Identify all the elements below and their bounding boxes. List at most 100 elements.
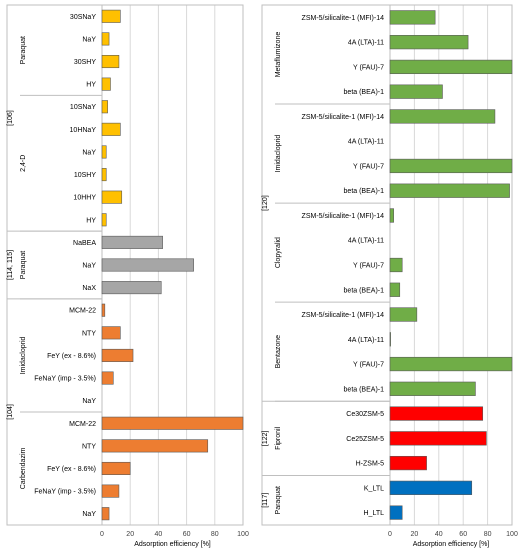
group-ref-label: [122] — [262, 430, 269, 446]
bar — [101, 461, 131, 475]
bar — [389, 431, 487, 446]
category-label: NaY — [82, 263, 96, 270]
category-label: 10SNaY — [70, 104, 96, 111]
category-label: Ce30ZSM-5 — [346, 411, 384, 418]
x-tick-label: 0 — [100, 531, 104, 538]
bar — [101, 326, 121, 340]
category-label: 30SNaY — [70, 14, 96, 21]
subgroup-label: Carbendazim — [20, 447, 27, 489]
category-label: 30SHY — [74, 59, 97, 66]
category-label: 4A (LTA)-11 — [348, 238, 384, 245]
bar — [101, 439, 209, 453]
bar — [101, 145, 107, 159]
category-label: beta (BEA)-1 — [344, 386, 385, 393]
category-label: ZSM-5/silicalite-1 (MFI)-14 — [302, 15, 385, 22]
subgroup-label: Paraquat — [20, 251, 27, 279]
bar — [389, 59, 513, 75]
category-label: HY — [86, 82, 96, 89]
bar — [389, 109, 496, 124]
bar — [101, 32, 110, 46]
bar — [101, 168, 107, 182]
bar — [101, 100, 108, 114]
group-ref-label: [104] — [7, 404, 14, 420]
group-ref-label: [120] — [262, 195, 269, 211]
bar — [389, 406, 484, 421]
category-label: 10HNaY — [70, 127, 97, 134]
subgroup-label: Paraquat — [20, 36, 27, 64]
bar — [101, 416, 244, 430]
category-label: Y (FAU)-7 — [353, 263, 384, 270]
category-label: MCM-22 — [69, 308, 96, 315]
x-tick-label: 20 — [411, 531, 419, 538]
x-tick-label: 60 — [183, 531, 191, 538]
bar — [389, 257, 403, 273]
bar — [101, 213, 107, 227]
subgroup-label: Clopyralid — [275, 237, 282, 268]
bar — [101, 371, 114, 385]
bar — [389, 381, 476, 396]
bar — [389, 208, 394, 223]
category-label: H_LTL — [364, 510, 385, 517]
x-tick-label: 40 — [155, 531, 163, 538]
category-label: 4A (LTA)-11 — [348, 337, 384, 344]
group-ref-label: [106] — [7, 110, 14, 126]
bar — [101, 55, 120, 69]
subgroup-label: Bentazone — [275, 335, 282, 369]
bar — [389, 84, 443, 99]
subgroup-label: Imidacloprid — [20, 336, 27, 374]
category-label: FeY (ex - 8.6%) — [47, 466, 96, 473]
category-label: NaX — [82, 285, 96, 292]
bar — [389, 480, 473, 495]
x-tick-label: 100 — [506, 531, 518, 538]
category-label: FeNaY (imp - 3.5%) — [34, 376, 96, 383]
x-tick-label: 80 — [484, 531, 492, 538]
bar — [389, 356, 513, 372]
bar — [389, 332, 391, 347]
plot-frame — [6, 4, 244, 526]
bar — [101, 303, 106, 317]
bar — [101, 190, 123, 204]
category-label: FeNaY (imp - 3.5%) — [34, 489, 96, 496]
category-label: NaY — [82, 398, 96, 405]
bar — [101, 258, 194, 272]
x-tick-label: 100 — [237, 531, 249, 538]
subgroup-label: 2,4-D — [20, 155, 27, 172]
x-tick-label: 40 — [435, 531, 443, 538]
category-label: beta (BEA)-1 — [344, 188, 385, 195]
bar — [389, 505, 403, 520]
bar — [389, 455, 427, 471]
bar — [101, 348, 134, 362]
bar — [389, 183, 510, 198]
x-tick-label: 0 — [388, 531, 392, 538]
subgroup-label: Imidacloprid — [275, 135, 282, 173]
category-label: NaY — [82, 36, 96, 43]
category-label: Y (FAU)-7 — [353, 163, 384, 170]
bar — [101, 281, 162, 295]
category-label: ZSM-5/silicalite-1 (MFI)-14 — [302, 213, 385, 220]
bar — [101, 9, 121, 23]
category-label: ZSM-5/silicalite-1 (MFI)-14 — [302, 114, 385, 121]
bar — [101, 77, 111, 91]
bar — [101, 507, 110, 521]
x-tick-label: 60 — [459, 531, 467, 538]
category-label: K_LTL — [364, 485, 384, 492]
category-label: NTY — [82, 443, 96, 450]
bar — [101, 235, 163, 249]
category-label: NaY — [82, 149, 96, 156]
bar — [389, 282, 401, 297]
group-ref-label: [117] — [262, 493, 269, 508]
subgroup-label: Paraquat — [275, 486, 282, 514]
bar — [389, 158, 513, 174]
category-label: NaBEA — [73, 240, 96, 247]
category-label: HY — [86, 217, 96, 224]
x-tick-label: 80 — [211, 531, 219, 538]
subgroup-label: Metaflumizone — [275, 32, 282, 78]
category-label: 10SHY — [74, 172, 97, 179]
category-label: 10HHY — [73, 195, 96, 202]
category-label: 4A (LTA)-11 — [348, 40, 384, 47]
category-label: 4A (LTA)-11 — [348, 139, 384, 146]
x-axis-title: Adsorption efficiency [%] — [413, 541, 490, 548]
bar — [389, 307, 418, 322]
bar — [389, 35, 469, 50]
